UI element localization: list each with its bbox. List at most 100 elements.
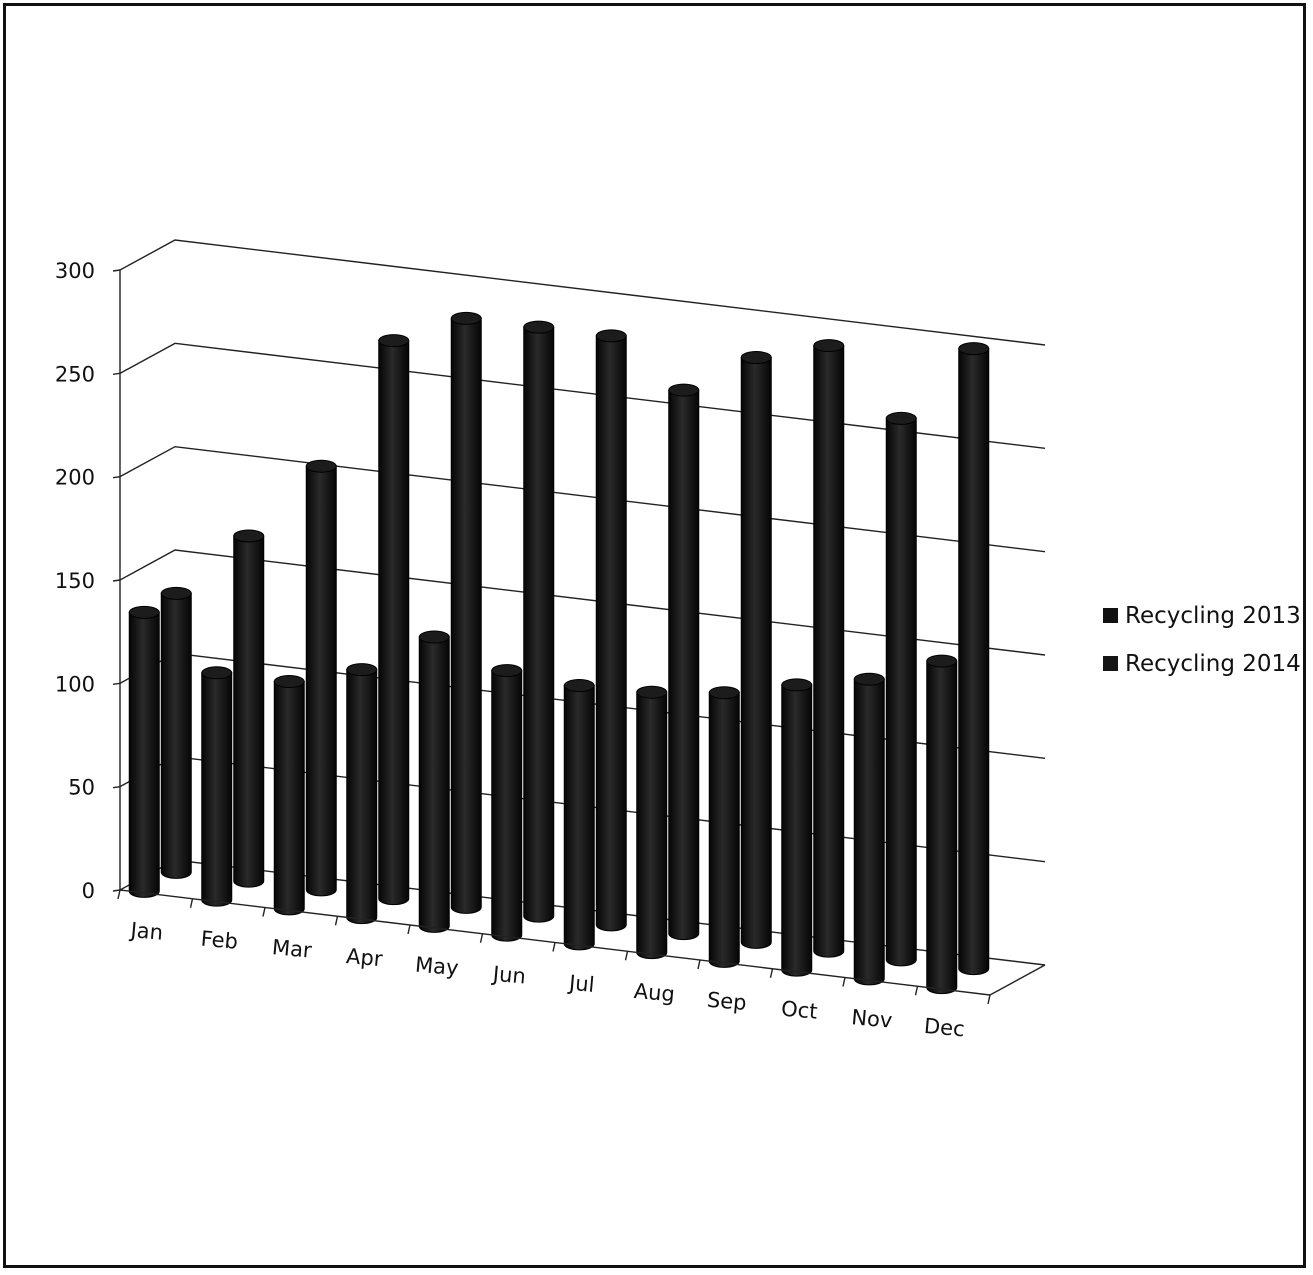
bar-2013 [201,666,233,907]
x-tick-mark [407,924,411,935]
x-tick-label: Jun [490,962,527,989]
cylinder-top [305,459,337,473]
cylinder-body [885,417,917,967]
cylinder-body [523,326,555,923]
floor-right-edge [989,964,1046,996]
cylinder-body [160,592,192,879]
chart-frame [3,3,1306,1268]
x-tick-mark [552,942,556,952]
cylinder-top [378,334,410,348]
bar-2013 [563,679,595,951]
x-tick-mark [987,994,991,1005]
bar-2013 [418,630,450,933]
cylinder-top [491,664,523,678]
cylinder-body [450,317,482,914]
y-tick-label: 300 [55,259,95,283]
bar-2013 [491,664,523,942]
cylinder-body [346,669,378,925]
bar-2014 [885,411,917,967]
x-tick-label: Jan [128,918,164,945]
legend-label: Recycling 2013 [1125,603,1301,629]
legend-label: Recycling 2014 [1125,651,1301,677]
cylinder-body [201,672,233,907]
cylinder-body [378,340,410,906]
cylinder-body [491,670,523,942]
cylinder-body [636,691,668,960]
bar-2014 [740,351,772,949]
x-tick-mark [262,907,266,917]
cylinder-top [233,529,265,543]
y-tick-label: 250 [55,362,95,386]
bar-2013 [708,686,740,968]
x-tick-label: May [414,953,459,981]
x-tick-label: Feb [200,927,239,954]
bar-2014 [958,342,990,976]
bar-2014 [305,459,337,897]
bar-2014 [378,334,410,906]
y-tick-mark [112,889,121,892]
x-tick-mark [624,951,629,961]
cylinder-body [668,389,700,941]
bar-2014 [668,383,700,941]
cylinder-top [273,675,305,689]
bar-2013 [128,605,160,898]
y-tick-mark [112,475,121,479]
gridline [119,239,1046,346]
y-tick-label: 0 [82,879,95,903]
cylinder-body [595,335,627,932]
x-tick-label: Sep [706,988,748,1015]
cylinder-top [346,663,378,677]
cylinder-body [273,681,305,916]
cylinder-top [636,685,668,699]
x-tick-label: Aug [633,979,676,1006]
x-tick-label: Oct [780,997,818,1024]
cylinder-top [885,411,917,425]
x-tick-mark [334,916,339,926]
y-tick-label: 50 [68,776,95,800]
cylinder-top [450,311,482,325]
y-tick-mark [112,579,121,582]
cylinder-top [595,329,627,343]
x-tick-mark [769,968,774,978]
cylinder-body [563,685,595,951]
bar-2013 [636,685,668,960]
x-tick-label: Nov [850,1005,893,1032]
y-tick-label: 150 [55,569,95,593]
cylinder-body [418,636,450,933]
x-tick-mark [842,977,846,987]
cylinder-top [160,586,192,600]
x-tick-mark [117,889,121,900]
cylinder-top [523,320,555,334]
cylinder-top [813,339,845,353]
cylinder-top [853,672,885,686]
x-tick-mark [189,898,194,908]
y-tick-mark [112,682,121,686]
cylinder-top [958,342,990,356]
cylinder-body [926,660,958,995]
bar-2013 [926,654,958,995]
x-tick-label: Jul [566,971,595,997]
y-tick-label: 100 [55,672,95,696]
cylinder-top [201,666,233,680]
x-tick-mark [914,986,919,996]
bar-2014 [233,529,265,888]
cylinder-top [926,654,958,668]
cylinder-top [708,686,740,700]
bar-2014 [813,339,845,958]
legend-swatch [1103,608,1118,623]
cylinder-body [233,535,265,888]
y-tick-mark [112,785,121,789]
bar-2013 [853,672,885,986]
bar-2013 [781,678,813,977]
x-tick-mark [479,933,484,943]
bar-2014 [595,329,627,932]
y-tick-label: 200 [55,466,95,490]
cylinder-body [305,465,337,897]
x-tick-mark [697,959,701,970]
cylinder-body [740,357,772,949]
cylinder-top [418,630,450,644]
cylinder-top [128,605,160,619]
cylinder-top [740,351,772,365]
bar-2014 [160,586,192,879]
